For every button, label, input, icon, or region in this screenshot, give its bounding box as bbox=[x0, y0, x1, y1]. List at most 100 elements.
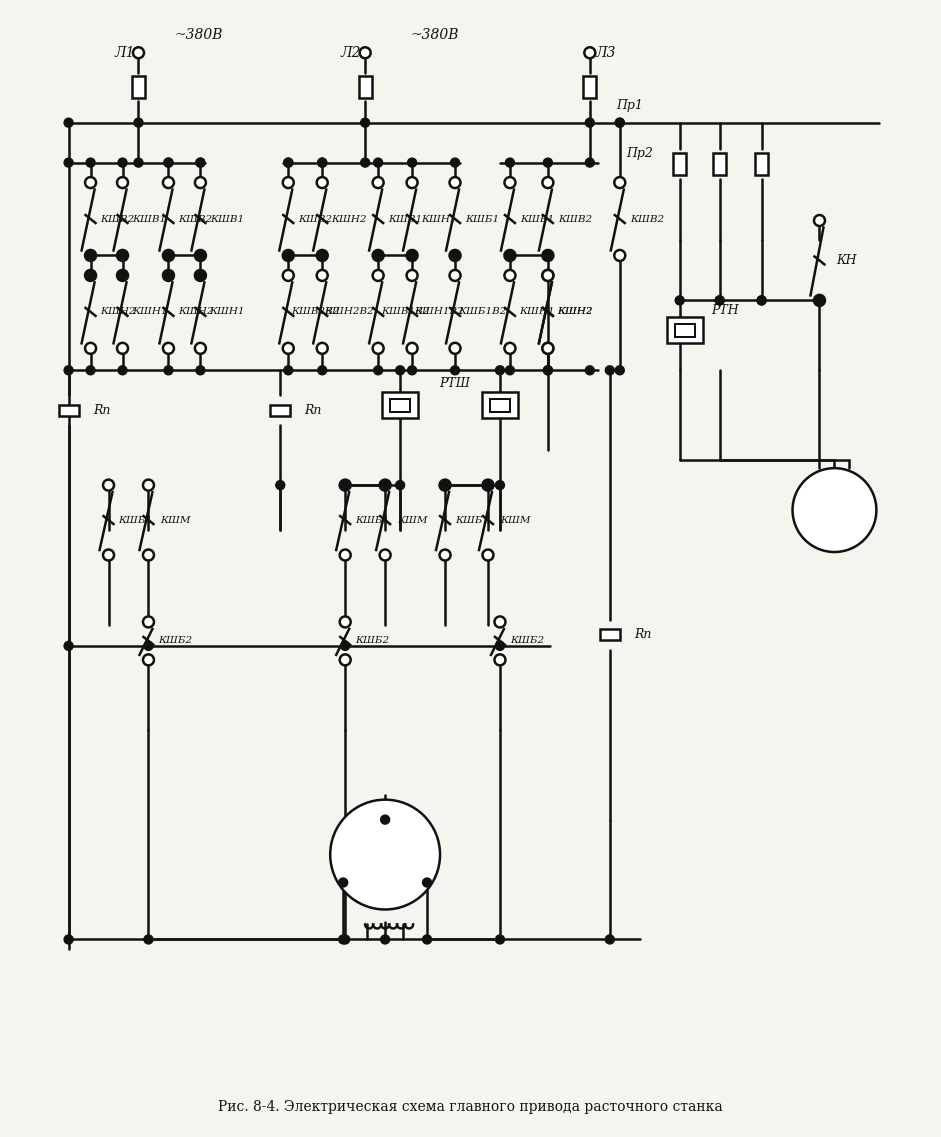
Circle shape bbox=[341, 481, 350, 490]
Circle shape bbox=[374, 251, 383, 260]
Circle shape bbox=[543, 366, 552, 375]
Text: КШВ2: КШВ2 bbox=[101, 215, 135, 224]
Circle shape bbox=[440, 481, 450, 490]
Circle shape bbox=[340, 549, 351, 561]
Circle shape bbox=[117, 269, 128, 281]
Circle shape bbox=[144, 935, 153, 944]
Circle shape bbox=[494, 655, 505, 665]
Circle shape bbox=[380, 935, 390, 944]
Circle shape bbox=[86, 366, 95, 375]
Circle shape bbox=[585, 118, 595, 127]
Circle shape bbox=[407, 269, 418, 281]
Circle shape bbox=[373, 343, 384, 354]
Circle shape bbox=[395, 366, 405, 375]
Circle shape bbox=[374, 366, 383, 375]
Text: КШМ: КШМ bbox=[500, 515, 530, 524]
Circle shape bbox=[117, 250, 128, 262]
Text: КШН1: КШН1 bbox=[210, 307, 245, 316]
Text: КШВ2: КШВ2 bbox=[558, 215, 592, 224]
Circle shape bbox=[543, 158, 552, 167]
Circle shape bbox=[407, 251, 417, 260]
Circle shape bbox=[407, 158, 417, 167]
Circle shape bbox=[118, 366, 127, 375]
Text: Rп: Rп bbox=[93, 404, 110, 417]
Text: КШБ2: КШБ2 bbox=[510, 637, 544, 646]
Bar bbox=[673, 152, 686, 175]
Circle shape bbox=[605, 935, 614, 944]
Circle shape bbox=[504, 343, 516, 354]
Text: ДН: ДН bbox=[821, 503, 847, 517]
Circle shape bbox=[134, 158, 143, 167]
Circle shape bbox=[64, 118, 73, 127]
Circle shape bbox=[196, 251, 205, 260]
Circle shape bbox=[143, 480, 154, 490]
Circle shape bbox=[542, 250, 553, 262]
Circle shape bbox=[407, 251, 417, 260]
Bar bbox=[713, 152, 726, 175]
Circle shape bbox=[85, 343, 96, 354]
Circle shape bbox=[118, 158, 127, 167]
Text: Rп: Rп bbox=[305, 404, 322, 417]
Circle shape bbox=[85, 177, 96, 188]
Circle shape bbox=[792, 468, 876, 553]
Circle shape bbox=[317, 177, 327, 188]
Bar bbox=[599, 630, 620, 640]
Circle shape bbox=[614, 250, 625, 262]
Circle shape bbox=[496, 935, 504, 944]
Circle shape bbox=[496, 481, 504, 490]
Circle shape bbox=[360, 118, 370, 127]
Bar bbox=[58, 405, 79, 416]
Circle shape bbox=[143, 616, 154, 628]
Text: КШВ2В2: КШВ2В2 bbox=[291, 307, 340, 316]
Circle shape bbox=[758, 296, 766, 305]
Text: Пр1: Пр1 bbox=[616, 99, 644, 113]
Bar bbox=[482, 392, 518, 418]
Circle shape bbox=[196, 158, 205, 167]
Circle shape bbox=[605, 366, 614, 375]
Text: Рис. 8-4. Электрическая схема главного привода расточного станка: Рис. 8-4. Электрическая схема главного п… bbox=[217, 1101, 723, 1114]
Text: КШВ2: КШВ2 bbox=[630, 215, 663, 224]
Circle shape bbox=[505, 158, 515, 167]
Circle shape bbox=[86, 251, 95, 260]
Circle shape bbox=[144, 641, 153, 650]
Circle shape bbox=[379, 549, 391, 561]
Circle shape bbox=[505, 251, 515, 260]
Text: КШВ1: КШВ1 bbox=[133, 215, 167, 224]
Circle shape bbox=[330, 799, 440, 910]
Circle shape bbox=[584, 48, 596, 58]
Circle shape bbox=[164, 158, 173, 167]
Bar bbox=[132, 76, 145, 98]
Circle shape bbox=[318, 366, 327, 375]
Circle shape bbox=[284, 366, 293, 375]
Circle shape bbox=[283, 343, 294, 354]
Circle shape bbox=[195, 177, 206, 188]
Bar bbox=[490, 399, 510, 412]
Text: Л2: Л2 bbox=[341, 45, 361, 60]
Text: КШБ1: КШБ1 bbox=[455, 515, 489, 524]
Text: Rп: Rп bbox=[634, 629, 651, 641]
Circle shape bbox=[64, 935, 73, 944]
Circle shape bbox=[118, 251, 127, 260]
Circle shape bbox=[117, 177, 128, 188]
Circle shape bbox=[484, 481, 492, 490]
Text: КШБ1: КШБ1 bbox=[355, 515, 390, 524]
Circle shape bbox=[504, 250, 516, 262]
Circle shape bbox=[163, 269, 174, 281]
Circle shape bbox=[341, 935, 350, 944]
Bar bbox=[359, 76, 372, 98]
Circle shape bbox=[284, 251, 293, 260]
Circle shape bbox=[504, 177, 516, 188]
Circle shape bbox=[283, 177, 294, 188]
Circle shape bbox=[373, 250, 384, 262]
Text: КШН2: КШН2 bbox=[557, 307, 593, 316]
Circle shape bbox=[64, 366, 73, 375]
Circle shape bbox=[483, 549, 493, 561]
Circle shape bbox=[196, 158, 205, 167]
Circle shape bbox=[318, 251, 327, 260]
Circle shape bbox=[542, 269, 553, 281]
Circle shape bbox=[85, 250, 96, 262]
Circle shape bbox=[407, 343, 418, 354]
Circle shape bbox=[318, 251, 327, 260]
Circle shape bbox=[195, 269, 206, 281]
Circle shape bbox=[374, 251, 383, 260]
